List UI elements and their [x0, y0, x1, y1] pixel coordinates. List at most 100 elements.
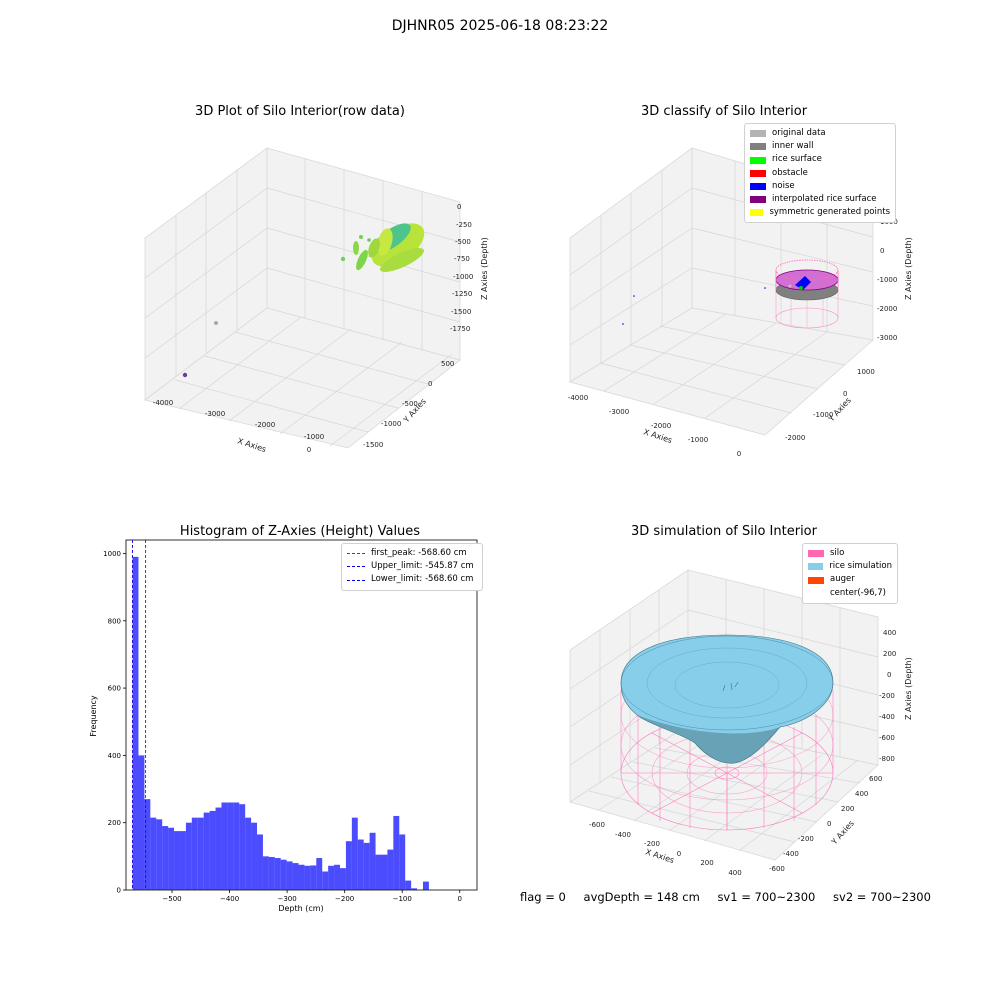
histogram-bar [209, 810, 216, 890]
legend-swatch [750, 143, 766, 151]
histogram-bar [156, 819, 163, 890]
histogram-legend: first_peak: -568.60 cm Upper_limit: -545… [341, 543, 483, 591]
y-tick: -1500 [363, 441, 383, 449]
y-tick: 0 [843, 390, 847, 398]
x-tick: -1000 [688, 436, 708, 444]
y-tick-label: 0 [117, 887, 121, 895]
y-tick: 0 [428, 380, 432, 388]
legend-item: Lower_limit: -568.60 cm [347, 573, 477, 586]
legend-label: Lower_limit: -568.60 cm [371, 574, 474, 585]
legend-label: interpolated rice surface [772, 194, 877, 205]
histogram-bar [262, 856, 269, 890]
z-tick: -2000 [877, 305, 897, 313]
legend-label: center(-96,7) [830, 587, 886, 598]
x-tick-label: −400 [220, 895, 239, 903]
legend-item: center(-96,7) [808, 587, 892, 600]
y-tick: -500 [402, 400, 418, 408]
legend-swatch [808, 590, 824, 597]
simulation-3d-plot: -600 -400 -200 0 200 400 X Axies 600 400… [569, 569, 913, 877]
legend-swatch [750, 169, 766, 177]
z-tick: -250 [456, 221, 472, 229]
histogram-bar [422, 881, 429, 890]
histogram-bar [168, 827, 175, 890]
histogram-bar [375, 854, 382, 890]
histogram-bar [322, 871, 329, 890]
sv2-text: sv2 = 700~2300 [833, 890, 931, 904]
y-tick-label: 200 [108, 819, 121, 827]
legend-label: first_peak: -568.60 cm [371, 548, 467, 558]
histogram-bar [351, 817, 358, 890]
simulation-plot-title: 3D simulation of Silo Interior [631, 524, 817, 539]
legend-label: original data [772, 128, 826, 138]
histogram-bar [274, 858, 281, 890]
histogram-bar [179, 831, 186, 890]
legend-item: original data [750, 127, 890, 140]
histogram-bar [328, 865, 335, 890]
legend-swatch [808, 563, 824, 571]
legend-label: auger [830, 574, 855, 585]
histogram-bar [286, 861, 293, 890]
legend-item: auger [808, 573, 892, 586]
x-tick: 0 [737, 450, 741, 458]
legend-swatch [808, 576, 824, 584]
raw-surface-cluster [340, 223, 425, 272]
histogram-bar [227, 802, 234, 890]
z-tick: -1500 [451, 308, 471, 316]
x-axis-label: X Axies [644, 847, 675, 865]
x-tick: -3000 [609, 408, 629, 416]
legend-item: rice surface [750, 153, 890, 166]
classify-plot-title: 3D classify of Silo Interior [640, 104, 808, 119]
histogram-bar [363, 842, 370, 890]
z-tick: -1000 [453, 273, 473, 281]
raw-3d-plot: -4000 -3000 -2000 -1000 0 X Axies 500 0 … [144, 147, 489, 454]
histogram-bar [191, 817, 198, 890]
x-tick: -2000 [651, 422, 671, 430]
histogram-bar [257, 834, 263, 890]
x-tick: -400 [615, 831, 631, 839]
legend-swatch [750, 130, 766, 138]
x-tick-label: −100 [393, 895, 412, 903]
x-tick: -2000 [255, 421, 275, 429]
x-tick: -200 [644, 840, 660, 848]
histogram-bar [138, 755, 145, 890]
legend-line [347, 553, 365, 555]
legend-swatch [750, 196, 766, 204]
y-tick: -600 [769, 865, 785, 873]
histogram-bar [298, 864, 305, 890]
legend-item: noise [750, 180, 890, 193]
x-tick: -4000 [153, 399, 173, 407]
z-tick: -750 [454, 255, 470, 263]
y-tick-label: 400 [108, 752, 121, 760]
histogram-bar [251, 822, 258, 890]
histogram-bar [144, 799, 151, 890]
legend-swatch [750, 182, 766, 190]
histogram-y-axis-label: Frequency [89, 695, 98, 737]
legend-item: symmetric generated points [750, 206, 890, 219]
histogram-bar [268, 857, 275, 890]
raw-outlier-point [214, 321, 218, 325]
legend-label: rice surface [772, 154, 822, 165]
histogram-bar [399, 834, 406, 890]
z-tick: 200 [883, 650, 896, 658]
legend-item: interpolated rice surface [750, 193, 890, 206]
legend-item: first_peak: -568.60 cm [347, 547, 477, 560]
legend-line [347, 579, 365, 581]
legend-label: Upper_limit: -545.87 cm [371, 561, 474, 572]
histogram-bar [233, 802, 240, 890]
z-tick: 0 [880, 247, 884, 255]
x-tick: 400 [728, 869, 741, 877]
x-tick-label: −300 [277, 895, 296, 903]
x-tick-label: 0 [458, 895, 462, 903]
histogram-bar [357, 839, 364, 890]
x-tick: -600 [589, 821, 605, 829]
histogram-chart: −500 −400 −300 −200 −100 0 02004006008001000 … [89, 539, 478, 913]
simulation-legend: silo rice simulation auger center(-96,7) [802, 543, 898, 604]
classify-legend: original data inner wall rice surface ob… [744, 123, 896, 224]
histogram-bar [304, 865, 311, 890]
x-tick: 0 [307, 446, 311, 454]
histogram-threshold-lines [132, 540, 147, 890]
legend-swatch [808, 550, 824, 558]
z-tick: -1750 [450, 325, 470, 333]
y-tick: 200 [841, 805, 854, 813]
y-tick: 600 [869, 775, 882, 783]
